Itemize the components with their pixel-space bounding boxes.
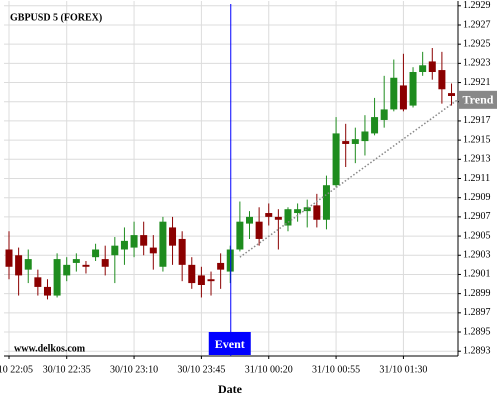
y-tick-label: 1.2903 (463, 250, 491, 261)
y-tick-label: 1.2895 (463, 326, 491, 337)
candle-body (92, 249, 100, 258)
y-tick-label: 1.2897 (463, 307, 491, 318)
trend-label: Trend (463, 93, 494, 107)
candle-body (322, 185, 330, 220)
candle-body (438, 70, 446, 90)
candle-body (351, 139, 359, 144)
y-tick-label: 1.2899 (463, 288, 491, 299)
candle-body (178, 238, 186, 265)
candle-body (409, 72, 417, 106)
candle-body (72, 259, 80, 263)
candle-body (236, 221, 244, 250)
candle-body (313, 205, 321, 220)
y-tick-label: 1.2923 (463, 58, 491, 69)
event-label: Event (215, 337, 245, 351)
y-tick-label: 1.2915 (463, 134, 491, 145)
overlay: Trend Event (208, 4, 497, 356)
candle-body (34, 277, 42, 287)
candle-body (197, 275, 205, 285)
candle-body (284, 209, 292, 226)
candle-body (149, 247, 157, 254)
candle-body (390, 77, 398, 110)
candle-body (246, 216, 253, 224)
candle-body (5, 249, 13, 267)
candle-body (101, 259, 109, 267)
y-tick-label: 1.2905 (463, 230, 491, 241)
candle-body (53, 259, 61, 296)
candle-body (15, 255, 23, 276)
event-label-box (208, 332, 251, 355)
candle-body (274, 216, 282, 220)
y-tick-label: 1.2909 (463, 192, 491, 203)
candle-body (361, 131, 369, 142)
candle-body (428, 61, 436, 72)
candle-body (188, 264, 196, 284)
y-tick-label: 1.2907 (463, 211, 491, 222)
marks (5, 48, 456, 300)
candle-body (303, 207, 311, 212)
candle-body (24, 259, 32, 270)
candle-body (63, 264, 71, 276)
y-tick-label: 1.2913 (463, 154, 491, 165)
candle-body (255, 221, 263, 239)
chart-title: GBPUSD 5 (FOREX) (10, 12, 102, 23)
y-tick-label: 1.2911 (463, 173, 490, 184)
watermark: www.delkos.com (14, 343, 86, 354)
x-tick-label: 31/10 00:20 (245, 364, 293, 375)
trend-label-box (459, 90, 497, 109)
candle-body (399, 85, 407, 110)
y-tick-label: 1.2893 (463, 345, 491, 356)
candle-body (265, 213, 273, 217)
x-tick-label: 30/10 22:35 (43, 364, 91, 375)
candle-body (371, 117, 379, 134)
y-tick-label: 1.2917 (463, 115, 491, 126)
candle-body (130, 235, 138, 248)
candle-body (332, 133, 340, 186)
x-tick-label: 31/10 00:55 (312, 364, 360, 375)
y-tick-label: 1.2901 (463, 269, 491, 280)
candle-body (82, 264, 90, 267)
x-tick-label: 30/10 23:10 (110, 364, 158, 375)
candle-body (419, 65, 427, 72)
y-tick-label: 1.2921 (463, 77, 491, 88)
y-tick-label: 1.2927 (463, 19, 491, 30)
x-axis-label: Date (218, 382, 243, 396)
y-tick-label: 1.2925 (463, 38, 491, 49)
x-tick-label: 31/10 01:30 (379, 364, 427, 375)
candle-body (448, 93, 456, 96)
candle-body (294, 209, 302, 214)
candle-body (140, 235, 148, 246)
candle-body (380, 109, 388, 120)
candle-body (342, 141, 350, 144)
candle-body (111, 245, 119, 256)
candle-body (169, 227, 177, 246)
trend-line (239, 99, 458, 258)
candle-body (217, 262, 225, 270)
candle-body (120, 240, 128, 250)
candle-body (159, 221, 167, 267)
candle-body (207, 279, 215, 282)
x-tick-label: 30/10 23:45 (177, 364, 225, 375)
x-tick-label: 30/10 22:05 (0, 364, 33, 375)
candle-body (43, 286, 51, 296)
y-tick-label: 1.2929 (463, 0, 491, 11)
